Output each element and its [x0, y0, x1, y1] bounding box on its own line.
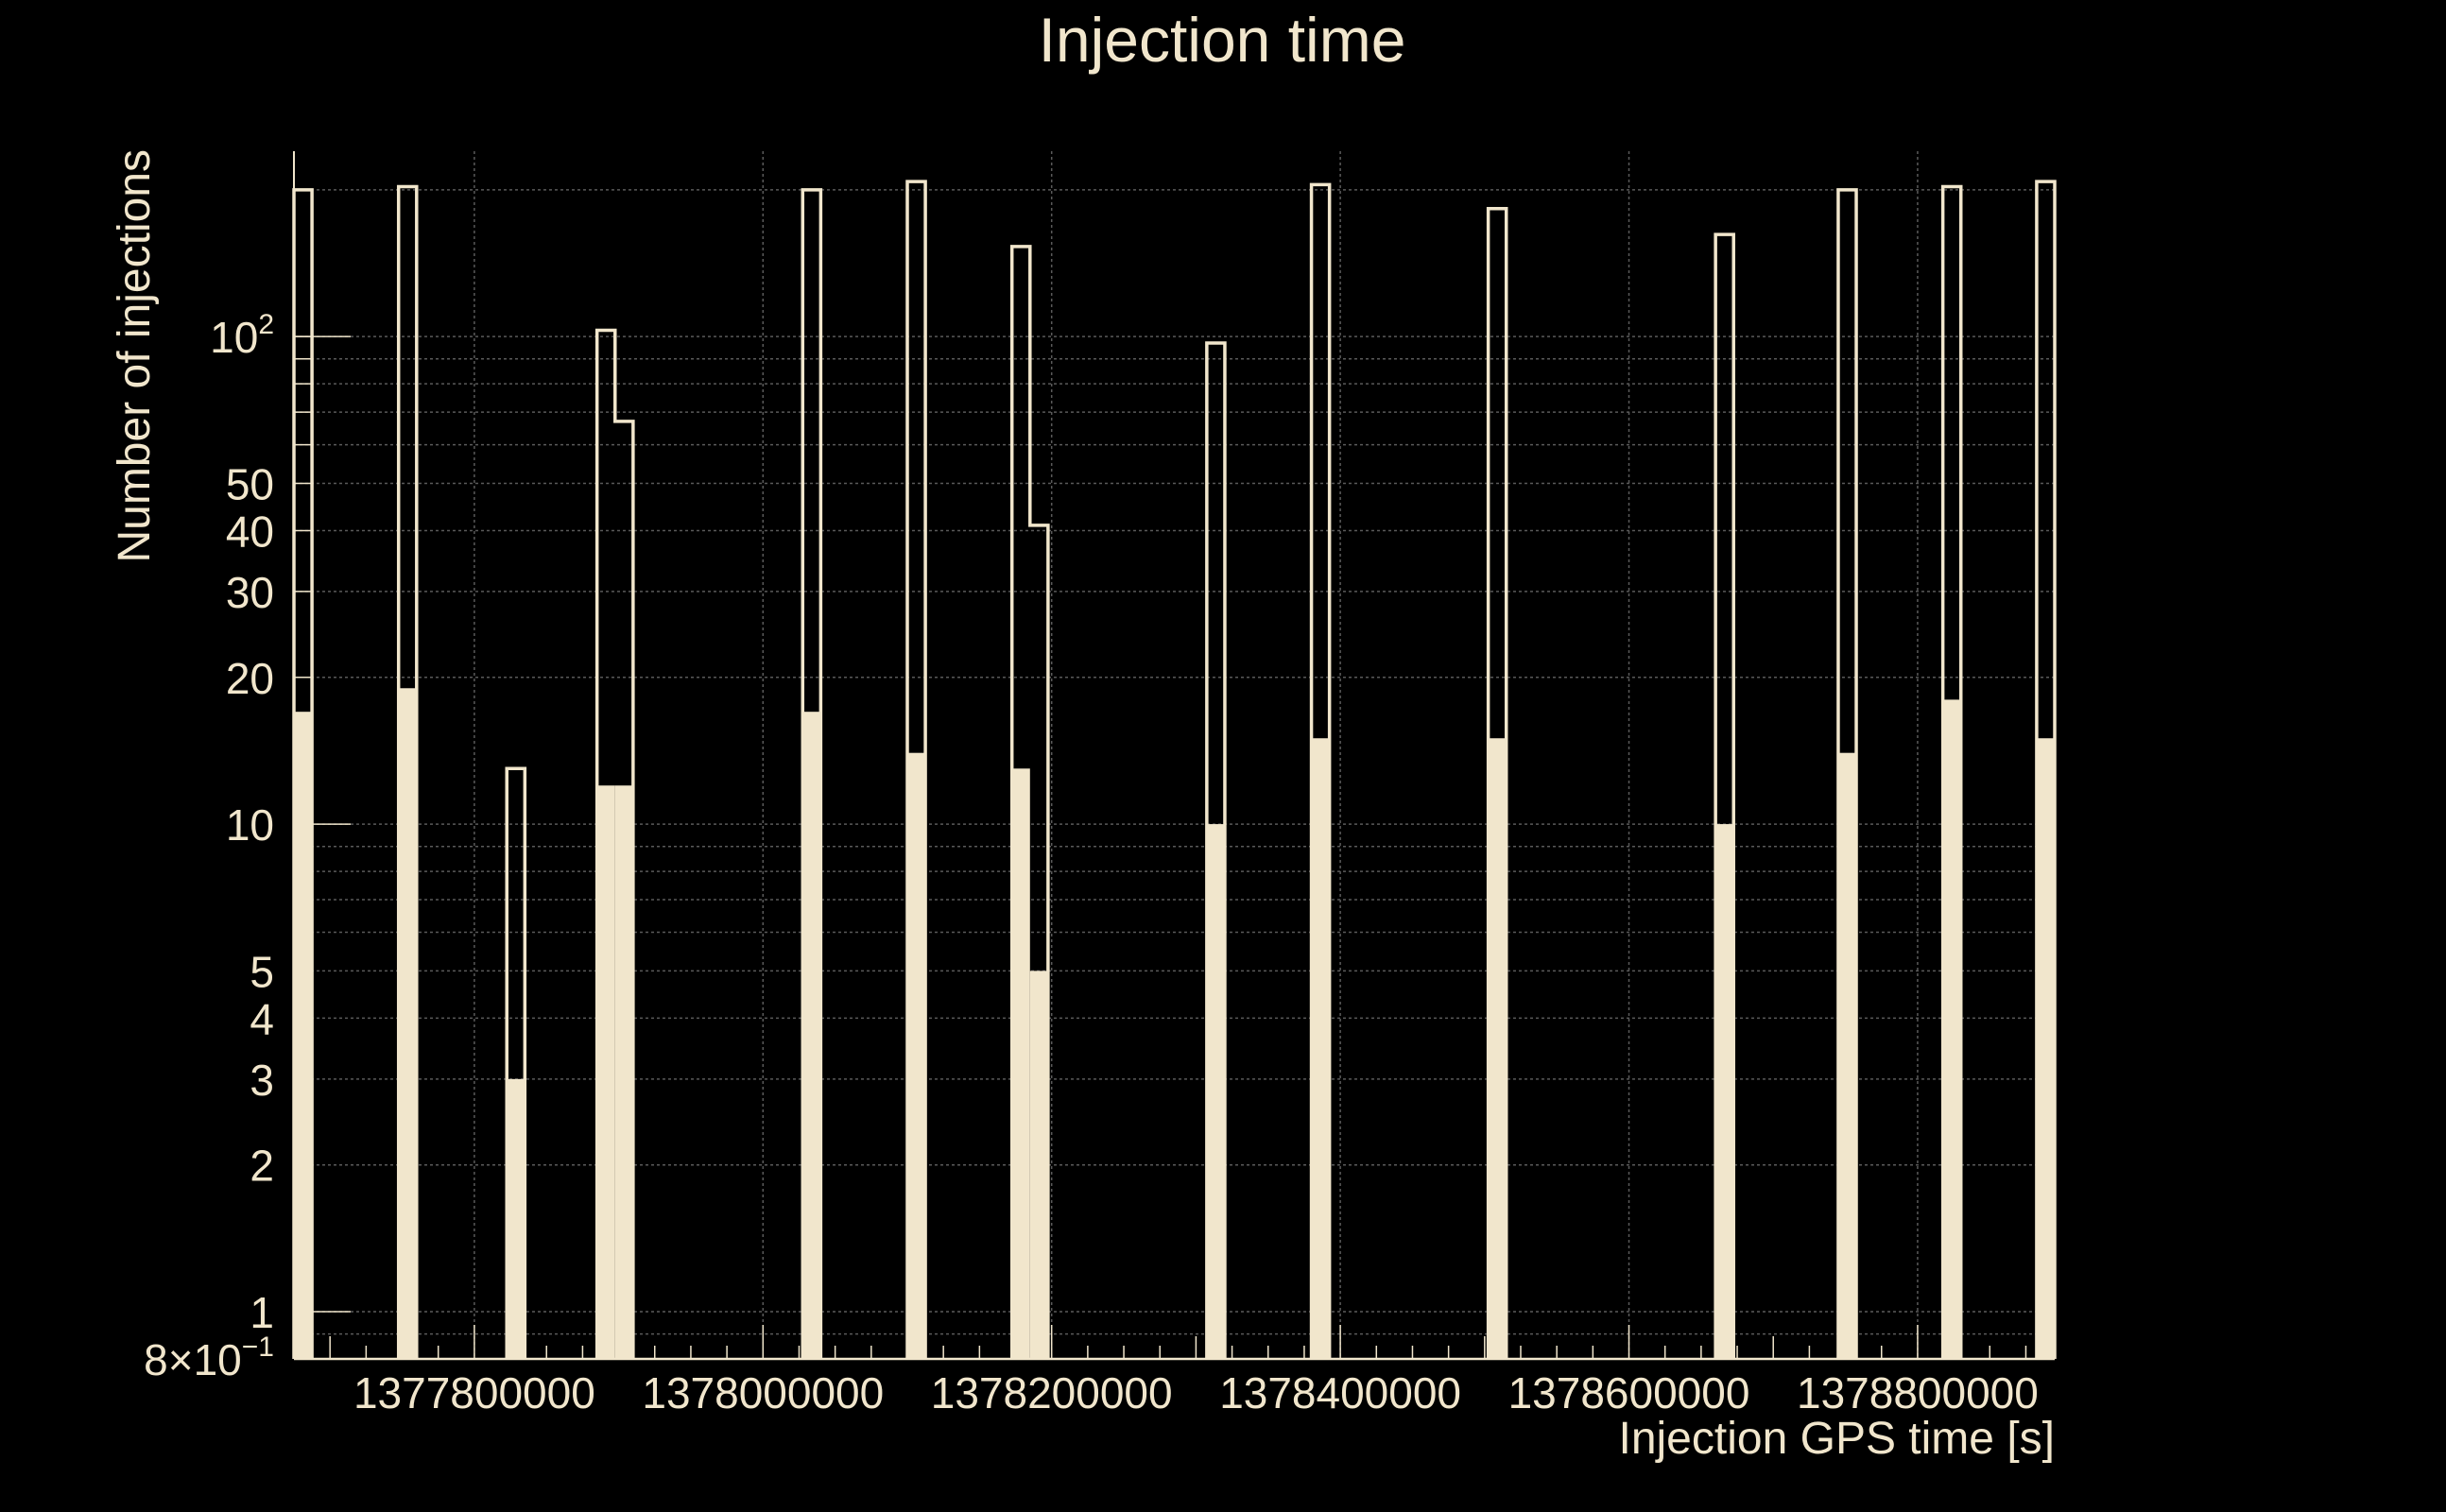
filled-bar [906, 752, 926, 1359]
y-tick-label: 20 [226, 654, 274, 703]
y-tick-label: 5 [250, 947, 274, 996]
filled-bar [1837, 752, 1857, 1359]
y-tick-label: 102 [210, 309, 274, 362]
x-tick-label: 1378800000 [1797, 1368, 2039, 1418]
filled-bar [1029, 971, 1048, 1359]
y-tick-label: 30 [226, 568, 274, 617]
y-tick-label: 1 [250, 1288, 274, 1337]
outline-bar [1009, 245, 1050, 1359]
y-tick-label: 50 [226, 459, 274, 508]
outline-bar [1205, 341, 1227, 1359]
filled-bar [614, 785, 633, 1359]
filled-bar [2036, 738, 2055, 1359]
x-tick-label: 1378000000 [642, 1368, 884, 1418]
x-axis-label: Injection GPS time [s] [1618, 1414, 2055, 1464]
y-tick-label: 8×10−1 [144, 1332, 274, 1384]
filled-bar [1206, 824, 1225, 1359]
filled-bar [1488, 738, 1507, 1359]
y-tick-label: 4 [250, 994, 274, 1043]
y-tick-label: 10 [226, 800, 274, 850]
outline-bar [801, 188, 823, 1359]
x-tick-label: 1378400000 [1219, 1368, 1461, 1418]
outline-bar [396, 184, 419, 1359]
filled-bar [1011, 768, 1030, 1359]
filled-bar [294, 712, 313, 1359]
filled-bar [1311, 738, 1330, 1359]
outline-bar [1486, 207, 1508, 1359]
filled-bar [1715, 824, 1734, 1359]
outline-bar [1309, 182, 1332, 1359]
y-axis-label: Number of injections [110, 149, 160, 563]
filled-bar [507, 1078, 525, 1359]
grid-lines [294, 151, 2055, 1359]
x-tick-label: 1378200000 [931, 1368, 1173, 1418]
filled-bar [802, 712, 821, 1359]
x-tick-label: 1378600000 [1508, 1368, 1750, 1418]
outline-bar [505, 766, 527, 1359]
y-tick-label: 40 [226, 507, 274, 556]
outline-bar [1836, 188, 1858, 1359]
filled-histogram [294, 688, 2055, 1359]
x-tick-labels: 1377800000 1378000000 1378200000 1378400000… [353, 1368, 2039, 1418]
filled-bar [1942, 699, 1961, 1359]
axes [293, 151, 2055, 1361]
x-tick-label: 1377800000 [353, 1368, 595, 1418]
filled-bar [596, 785, 615, 1359]
filled-bar [398, 688, 417, 1359]
chart-title: Injection time [1039, 5, 1406, 75]
outline-bar [1940, 184, 1963, 1359]
y-tick-label: 2 [250, 1142, 274, 1191]
outline-bar [905, 180, 927, 1359]
outline-bar [1714, 232, 1735, 1359]
y-tick-label: 3 [250, 1056, 274, 1105]
outline-bar [2035, 180, 2057, 1359]
outline-bar [594, 328, 635, 1359]
outline-histogram [292, 180, 2057, 1359]
